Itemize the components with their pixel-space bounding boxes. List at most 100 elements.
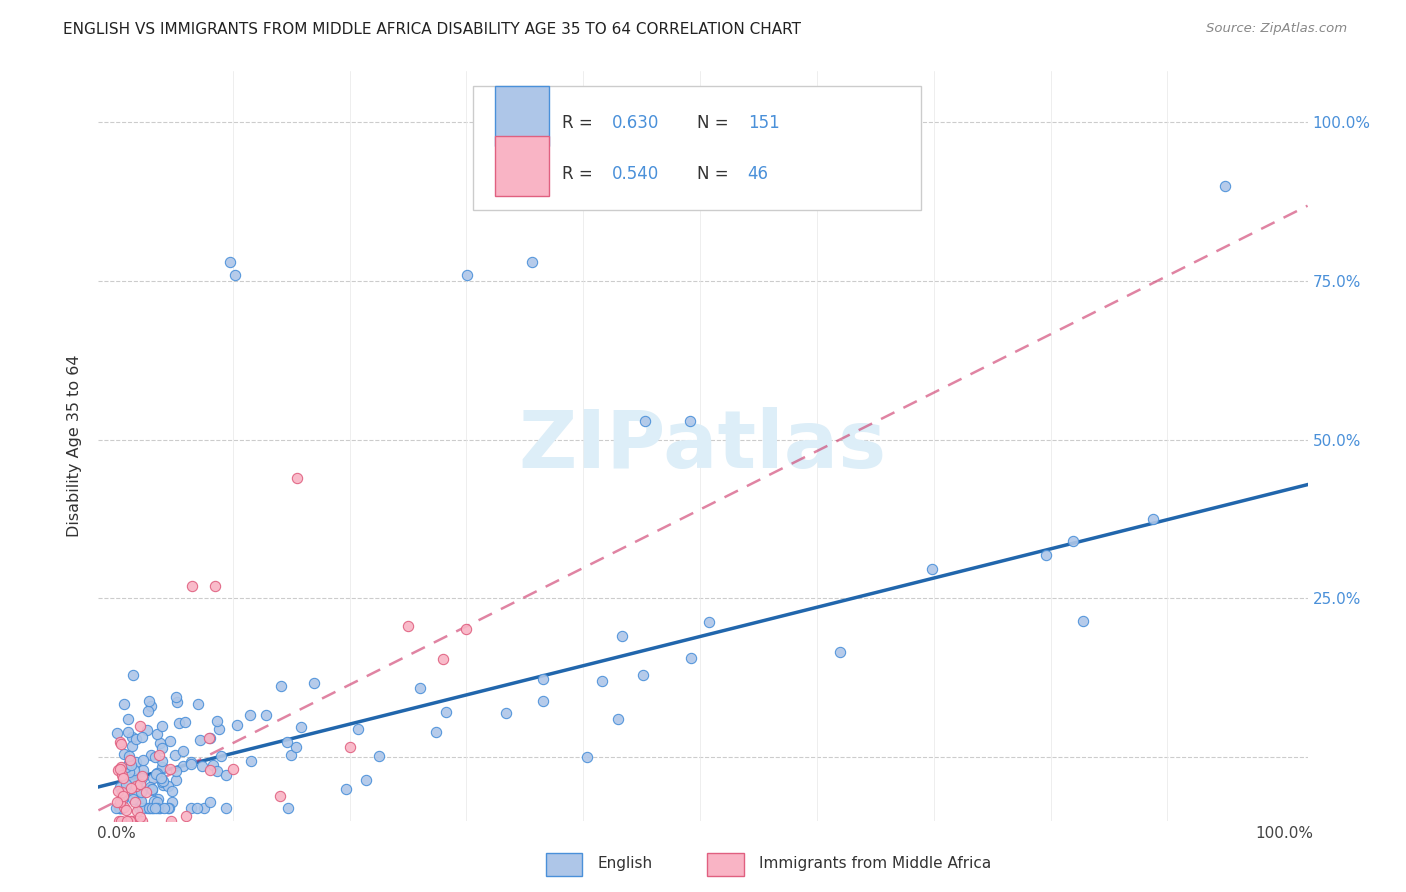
Point xyxy=(152,773,174,788)
Point xyxy=(198,731,221,745)
Point xyxy=(173,715,195,730)
Point xyxy=(157,801,180,815)
Point xyxy=(143,750,166,764)
Point xyxy=(115,803,138,817)
Point xyxy=(159,762,181,776)
Text: N =: N = xyxy=(697,165,734,183)
Point xyxy=(634,414,657,428)
Point xyxy=(146,727,169,741)
Point xyxy=(118,814,141,828)
Point xyxy=(132,763,155,777)
Text: R =: R = xyxy=(561,113,598,132)
Point xyxy=(205,764,228,779)
Point xyxy=(131,730,153,744)
Point xyxy=(269,789,291,803)
Point xyxy=(149,801,172,815)
Text: 46: 46 xyxy=(748,165,769,183)
Point xyxy=(121,814,143,828)
Point xyxy=(141,782,163,797)
Point xyxy=(222,762,245,776)
Point xyxy=(1035,549,1057,563)
Point xyxy=(112,697,135,711)
Point xyxy=(152,778,174,792)
Point xyxy=(456,623,478,637)
Point xyxy=(128,810,150,824)
Point xyxy=(112,800,135,814)
Point xyxy=(108,795,131,809)
Point xyxy=(110,801,132,815)
Point xyxy=(607,712,630,726)
Point xyxy=(138,801,160,815)
Point xyxy=(591,673,613,688)
Point xyxy=(150,760,173,774)
Point xyxy=(115,777,138,791)
Point xyxy=(110,814,132,828)
Point xyxy=(111,785,134,799)
Point xyxy=(150,741,173,756)
Point xyxy=(107,814,129,828)
Point xyxy=(124,795,146,809)
Point xyxy=(136,704,159,718)
Point xyxy=(219,255,242,269)
Point xyxy=(679,650,702,665)
Text: ZIPatlas: ZIPatlas xyxy=(519,407,887,485)
Point xyxy=(157,779,180,793)
Point xyxy=(117,725,139,739)
Point xyxy=(186,801,208,815)
Point xyxy=(576,750,599,764)
Point xyxy=(396,619,419,633)
Point xyxy=(339,739,361,754)
Point xyxy=(107,783,129,797)
Point xyxy=(198,796,221,810)
Point xyxy=(224,268,246,282)
Point xyxy=(114,769,136,783)
Point xyxy=(610,629,633,643)
Point xyxy=(112,789,135,803)
Text: Source: ZipAtlas.com: Source: ZipAtlas.com xyxy=(1206,22,1347,36)
Point xyxy=(125,804,148,818)
Point xyxy=(129,794,152,808)
Point xyxy=(239,755,262,769)
Point xyxy=(117,713,139,727)
Point xyxy=(131,771,153,785)
Point xyxy=(108,780,131,794)
Point xyxy=(115,814,138,828)
Point xyxy=(631,668,654,682)
Point xyxy=(202,757,225,772)
Point xyxy=(174,809,197,823)
Point xyxy=(129,785,152,799)
Text: English: English xyxy=(598,856,652,871)
Point xyxy=(112,771,135,785)
Point xyxy=(135,785,157,799)
Point xyxy=(495,706,517,720)
Point xyxy=(172,759,194,773)
Point xyxy=(215,801,238,815)
Point xyxy=(122,785,145,799)
FancyBboxPatch shape xyxy=(495,136,550,196)
Point xyxy=(165,748,187,763)
Point xyxy=(120,757,142,772)
Point xyxy=(160,814,183,828)
Point xyxy=(226,718,249,732)
Point xyxy=(108,762,131,776)
Point xyxy=(148,747,170,762)
Point xyxy=(200,763,222,777)
Point xyxy=(172,743,194,757)
Point xyxy=(187,698,209,712)
Point xyxy=(122,763,145,777)
Point xyxy=(114,766,136,780)
Point xyxy=(120,780,142,795)
Point xyxy=(139,780,162,794)
Point xyxy=(121,739,143,753)
Point xyxy=(110,760,132,774)
Point xyxy=(143,794,166,808)
Point xyxy=(276,735,298,749)
Point xyxy=(131,769,153,783)
Point xyxy=(425,724,447,739)
Point xyxy=(111,793,134,807)
Point xyxy=(1071,614,1094,628)
Point xyxy=(215,768,238,782)
Point xyxy=(697,615,720,630)
Point xyxy=(146,792,169,806)
Point xyxy=(160,784,183,798)
